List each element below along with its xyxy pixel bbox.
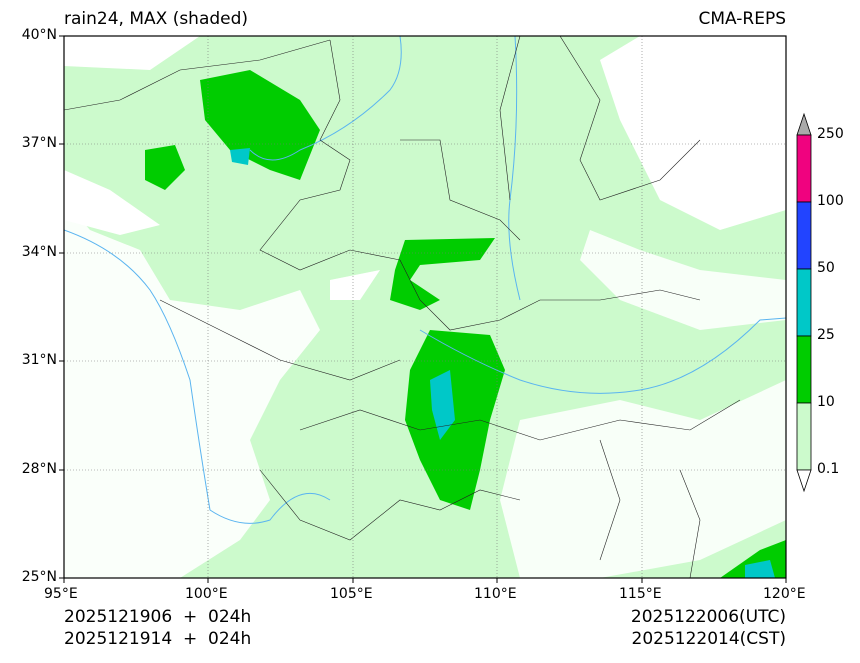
- valid-time-utc: 2025122006(UTC): [630, 607, 786, 627]
- colorbar-over-triangle: [796, 112, 812, 136]
- valid-time-cst: 2025122014(CST): [631, 629, 786, 649]
- map-title: rain24, MAX (shaded): [64, 9, 249, 29]
- lat-tick: 37°N: [21, 135, 57, 151]
- lat-tick: 40°N: [21, 27, 57, 43]
- colorbar-segment-0.1-10: [796, 402, 812, 471]
- lat-tick: 25°N: [21, 569, 57, 585]
- lon-tick: 100°E: [185, 586, 228, 602]
- colorbar-segment-100-250: [796, 134, 812, 203]
- init-time-utc: 2025121906 + 024h: [64, 607, 252, 627]
- model-name: CMA-REPS: [698, 9, 786, 29]
- colorbar-segment-50-100: [796, 201, 812, 270]
- colorbar-label: 0.1: [817, 461, 840, 477]
- init-time-cst: 2025121914 + 024h: [64, 629, 252, 649]
- colorbar-label: 250: [817, 126, 844, 142]
- lon-tick: 105°E: [330, 586, 373, 602]
- lon-tick: 115°E: [619, 586, 662, 602]
- lon-tick: 95°E: [44, 586, 78, 602]
- colorbar-under-triangle: [796, 469, 812, 493]
- colorbar-segment-10-25: [796, 335, 812, 404]
- lat-tick: 34°N: [21, 244, 57, 260]
- colorbar-label: 25: [817, 327, 835, 343]
- lat-tick: 28°N: [21, 461, 57, 477]
- colorbar-label: 50: [817, 260, 835, 276]
- lon-tick: 120°E: [763, 586, 806, 602]
- colorbar-segment-25-50: [796, 268, 812, 337]
- precipitation-field: [64, 36, 786, 578]
- lat-tick: 31°N: [21, 352, 57, 368]
- colorbar-label: 10: [817, 394, 835, 410]
- colorbar: [796, 112, 812, 493]
- colorbar-label: 100: [817, 193, 844, 209]
- map-frame: [63, 35, 787, 579]
- lon-tick: 110°E: [474, 586, 517, 602]
